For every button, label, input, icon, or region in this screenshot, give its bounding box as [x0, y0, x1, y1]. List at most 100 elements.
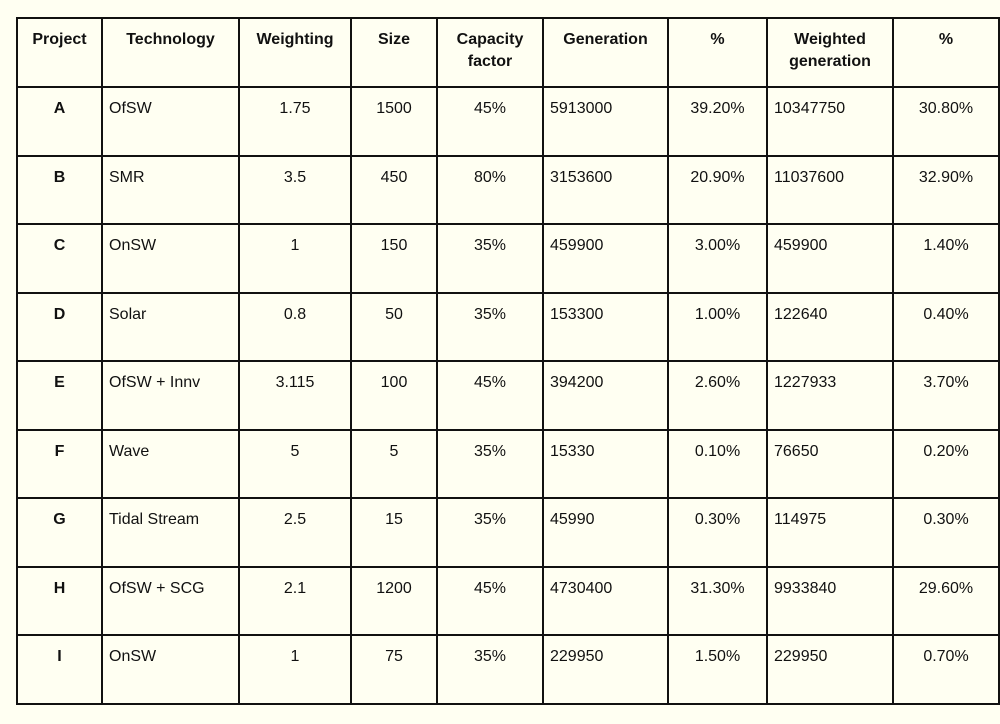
column-header: Project: [16, 17, 103, 88]
table-row: C OnSW 1 150 35% 459900 3.00% 459900 1.40%: [16, 223, 1000, 294]
table-cell: 15330: [542, 428, 669, 499]
table-cell: 1: [238, 223, 352, 294]
table-cell: Wave: [101, 428, 240, 499]
table-cell: 229950: [542, 634, 669, 705]
table-cell: 39.20%: [667, 86, 768, 157]
table-cell: 1227933: [766, 360, 894, 431]
table-cell: 0.30%: [892, 497, 1000, 568]
table-cell: I: [16, 634, 103, 705]
table-cell: 100: [350, 360, 438, 431]
table-cell: 459900: [542, 223, 669, 294]
table-cell: 75: [350, 634, 438, 705]
table-cell: 35%: [436, 497, 544, 568]
table-cell: 76650: [766, 428, 894, 499]
table-cell: 35%: [436, 291, 544, 362]
table-cell: 2.60%: [667, 360, 768, 431]
table-cell: H: [16, 565, 103, 636]
table-cell: 15: [350, 497, 438, 568]
table-cell: 150: [350, 223, 438, 294]
column-header: Weighted generation: [766, 17, 894, 88]
table-cell: 1.00%: [667, 291, 768, 362]
table-cell: 32.90%: [892, 154, 1000, 225]
table-cell: 29.60%: [892, 565, 1000, 636]
table-cell: 45990: [542, 497, 669, 568]
table-cell: 3.00%: [667, 223, 768, 294]
table-cell: 1.40%: [892, 223, 1000, 294]
table-cell: D: [16, 291, 103, 362]
table-cell: 80%: [436, 154, 544, 225]
table-cell: 3.115: [238, 360, 352, 431]
table-cell: 4730400: [542, 565, 669, 636]
table-cell: 31.30%: [667, 565, 768, 636]
table-cell: 2.5: [238, 497, 352, 568]
table-cell: 114975: [766, 497, 894, 568]
table-cell: 45%: [436, 565, 544, 636]
table-cell: 35%: [436, 428, 544, 499]
table-cell: 5913000: [542, 86, 669, 157]
table-cell: OnSW: [101, 223, 240, 294]
table-cell: 5: [350, 428, 438, 499]
table-cell: E: [16, 360, 103, 431]
table-cell: G: [16, 497, 103, 568]
table-cell: 0.8: [238, 291, 352, 362]
table-row: B SMR 3.5 450 80% 3153600 20.90% 11037600 32.90%: [16, 154, 1000, 225]
table-cell: 1.75: [238, 86, 352, 157]
column-header: Technology: [101, 17, 240, 88]
table-row: G Tidal Stream 2.5 15 35% 45990 0.30% 114975 0.3…: [16, 497, 1000, 568]
table-row: I OnSW 1 75 35% 229950 1.50% 229950 0.70%: [16, 634, 1000, 705]
table-cell: 1: [238, 634, 352, 705]
table-cell: 45%: [436, 86, 544, 157]
projects-table: Project Technology Weighting Size Capacity f…: [16, 17, 1000, 705]
table-cell: 5: [238, 428, 352, 499]
column-header: Generation: [542, 17, 669, 88]
table-cell: OfSW + SCG: [101, 565, 240, 636]
table-cell: 3.70%: [892, 360, 1000, 431]
table-row: E OfSW + Innv 3.115 100 45% 394200 2.60% 122793…: [16, 360, 1000, 431]
column-header: %: [667, 17, 768, 88]
table-cell: OfSW: [101, 86, 240, 157]
table-cell: A: [16, 86, 103, 157]
column-header: Capacity factor: [436, 17, 544, 88]
table-cell: 50: [350, 291, 438, 362]
table-cell: OfSW + Innv: [101, 360, 240, 431]
table-cell: 153300: [542, 291, 669, 362]
table-cell: 459900: [766, 223, 894, 294]
table-row: A OfSW 1.75 1500 45% 5913000 39.20% 10347750 30.…: [16, 86, 1000, 157]
table-cell: 3.5: [238, 154, 352, 225]
table-cell: 229950: [766, 634, 894, 705]
table-cell: 1.50%: [667, 634, 768, 705]
table-cell: 45%: [436, 360, 544, 431]
table-cell: 11037600: [766, 154, 894, 225]
table-cell: 122640: [766, 291, 894, 362]
table-cell: 0.10%: [667, 428, 768, 499]
table-cell: 3153600: [542, 154, 669, 225]
table-cell: 0.70%: [892, 634, 1000, 705]
table-cell: 1500: [350, 86, 438, 157]
table-cell: Solar: [101, 291, 240, 362]
table-cell: 0.40%: [892, 291, 1000, 362]
column-header: Weighting: [238, 17, 352, 88]
table-cell: C: [16, 223, 103, 294]
table-cell: Tidal Stream: [101, 497, 240, 568]
table-cell: 450: [350, 154, 438, 225]
table-cell: 35%: [436, 223, 544, 294]
table-cell: 0.20%: [892, 428, 1000, 499]
column-header: %: [892, 17, 1000, 88]
table-cell: B: [16, 154, 103, 225]
table-cell: 30.80%: [892, 86, 1000, 157]
table-cell: 20.90%: [667, 154, 768, 225]
table-cell: 35%: [436, 634, 544, 705]
table-cell: SMR: [101, 154, 240, 225]
table-cell: 9933840: [766, 565, 894, 636]
table-row: H OfSW + SCG 2.1 1200 45% 4730400 31.30% 993384…: [16, 565, 1000, 636]
table-cell: 0.30%: [667, 497, 768, 568]
table-row: D Solar 0.8 50 35% 153300 1.00% 122640 0.40%: [16, 291, 1000, 362]
table-cell: 394200: [542, 360, 669, 431]
table-cell: F: [16, 428, 103, 499]
column-header: Size: [350, 17, 438, 88]
table-row: F Wave 5 5 35% 15330 0.10% 76650 0.20%: [16, 428, 1000, 499]
table-cell: 2.1: [238, 565, 352, 636]
table-cell: 10347750: [766, 86, 894, 157]
header-row: Project Technology Weighting Size Capacity f…: [16, 17, 1000, 88]
table-cell: OnSW: [101, 634, 240, 705]
